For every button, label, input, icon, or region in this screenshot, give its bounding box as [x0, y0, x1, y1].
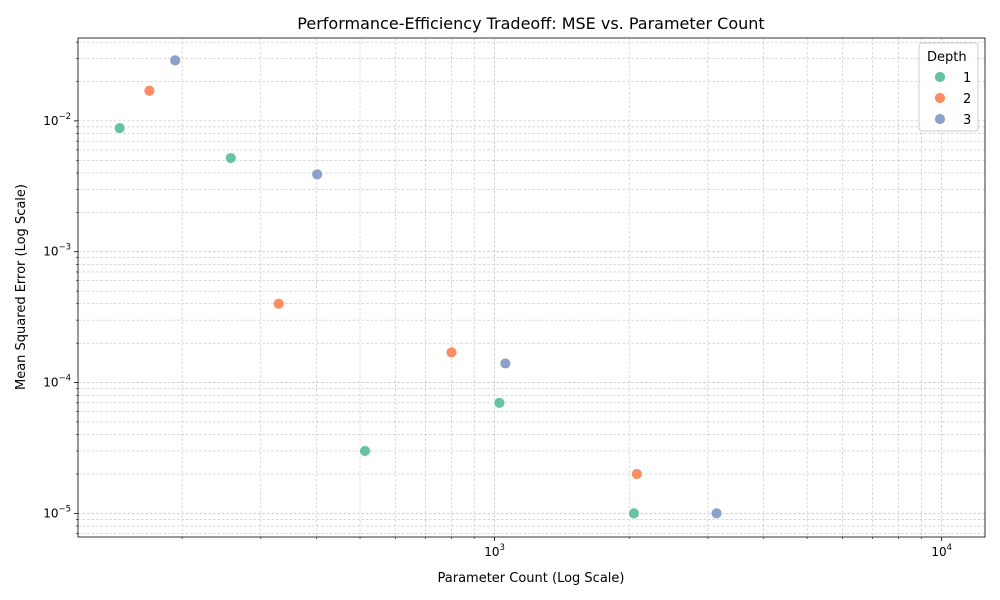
data-point-depth-1 [359, 445, 371, 457]
data-point-depth-2 [272, 297, 285, 310]
y-tick-label: 10−3 [43, 243, 71, 259]
legend-label-1: 1 [963, 71, 971, 86]
data-point-depth-1 [113, 122, 126, 135]
data-point-depth-2 [445, 346, 458, 359]
x-axis-ticks: 103 104 [181, 537, 952, 559]
y-tick-label: 10−2 [43, 112, 71, 128]
legend-marker-1 [934, 71, 946, 83]
legend: Depth 1 2 3 [918, 42, 979, 132]
legend-marker-2 [934, 92, 946, 104]
data-point-depth-1 [493, 396, 506, 409]
plot-frame [77, 37, 986, 538]
y-axis-label: Mean Squared Error (Log Scale) [14, 184, 29, 390]
data-point-depth-2 [143, 84, 156, 97]
data-point-depth-3 [311, 168, 324, 181]
data-point-depth-3 [169, 54, 182, 67]
y-tick-label: 10−4 [43, 374, 71, 390]
x-axis-label: Parameter Count (Log Scale) [438, 571, 625, 586]
data-point-depth-1 [224, 152, 237, 164]
y-axis-ticks: 10−5 10−4 10−3 10−2 [43, 41, 78, 534]
legend-label-3: 3 [963, 113, 971, 128]
legend-box [918, 42, 979, 132]
legend-marker-3 [934, 113, 946, 125]
x-tick-label: 103 [484, 543, 505, 559]
data-point-depth-2 [630, 468, 643, 480]
grid [78, 38, 985, 537]
data-point-depth-3 [499, 357, 512, 370]
data-point-depth-3 [710, 507, 723, 520]
data-points [113, 54, 723, 520]
y-tick-label: 10−5 [43, 504, 71, 520]
legend-title: Depth [927, 50, 967, 65]
chart-title: Performance-Efficiency Tradeoff: MSE vs.… [297, 14, 764, 33]
x-tick-label: 104 [931, 543, 952, 559]
legend-label-2: 2 [963, 92, 971, 107]
data-point-depth-1 [627, 507, 640, 520]
